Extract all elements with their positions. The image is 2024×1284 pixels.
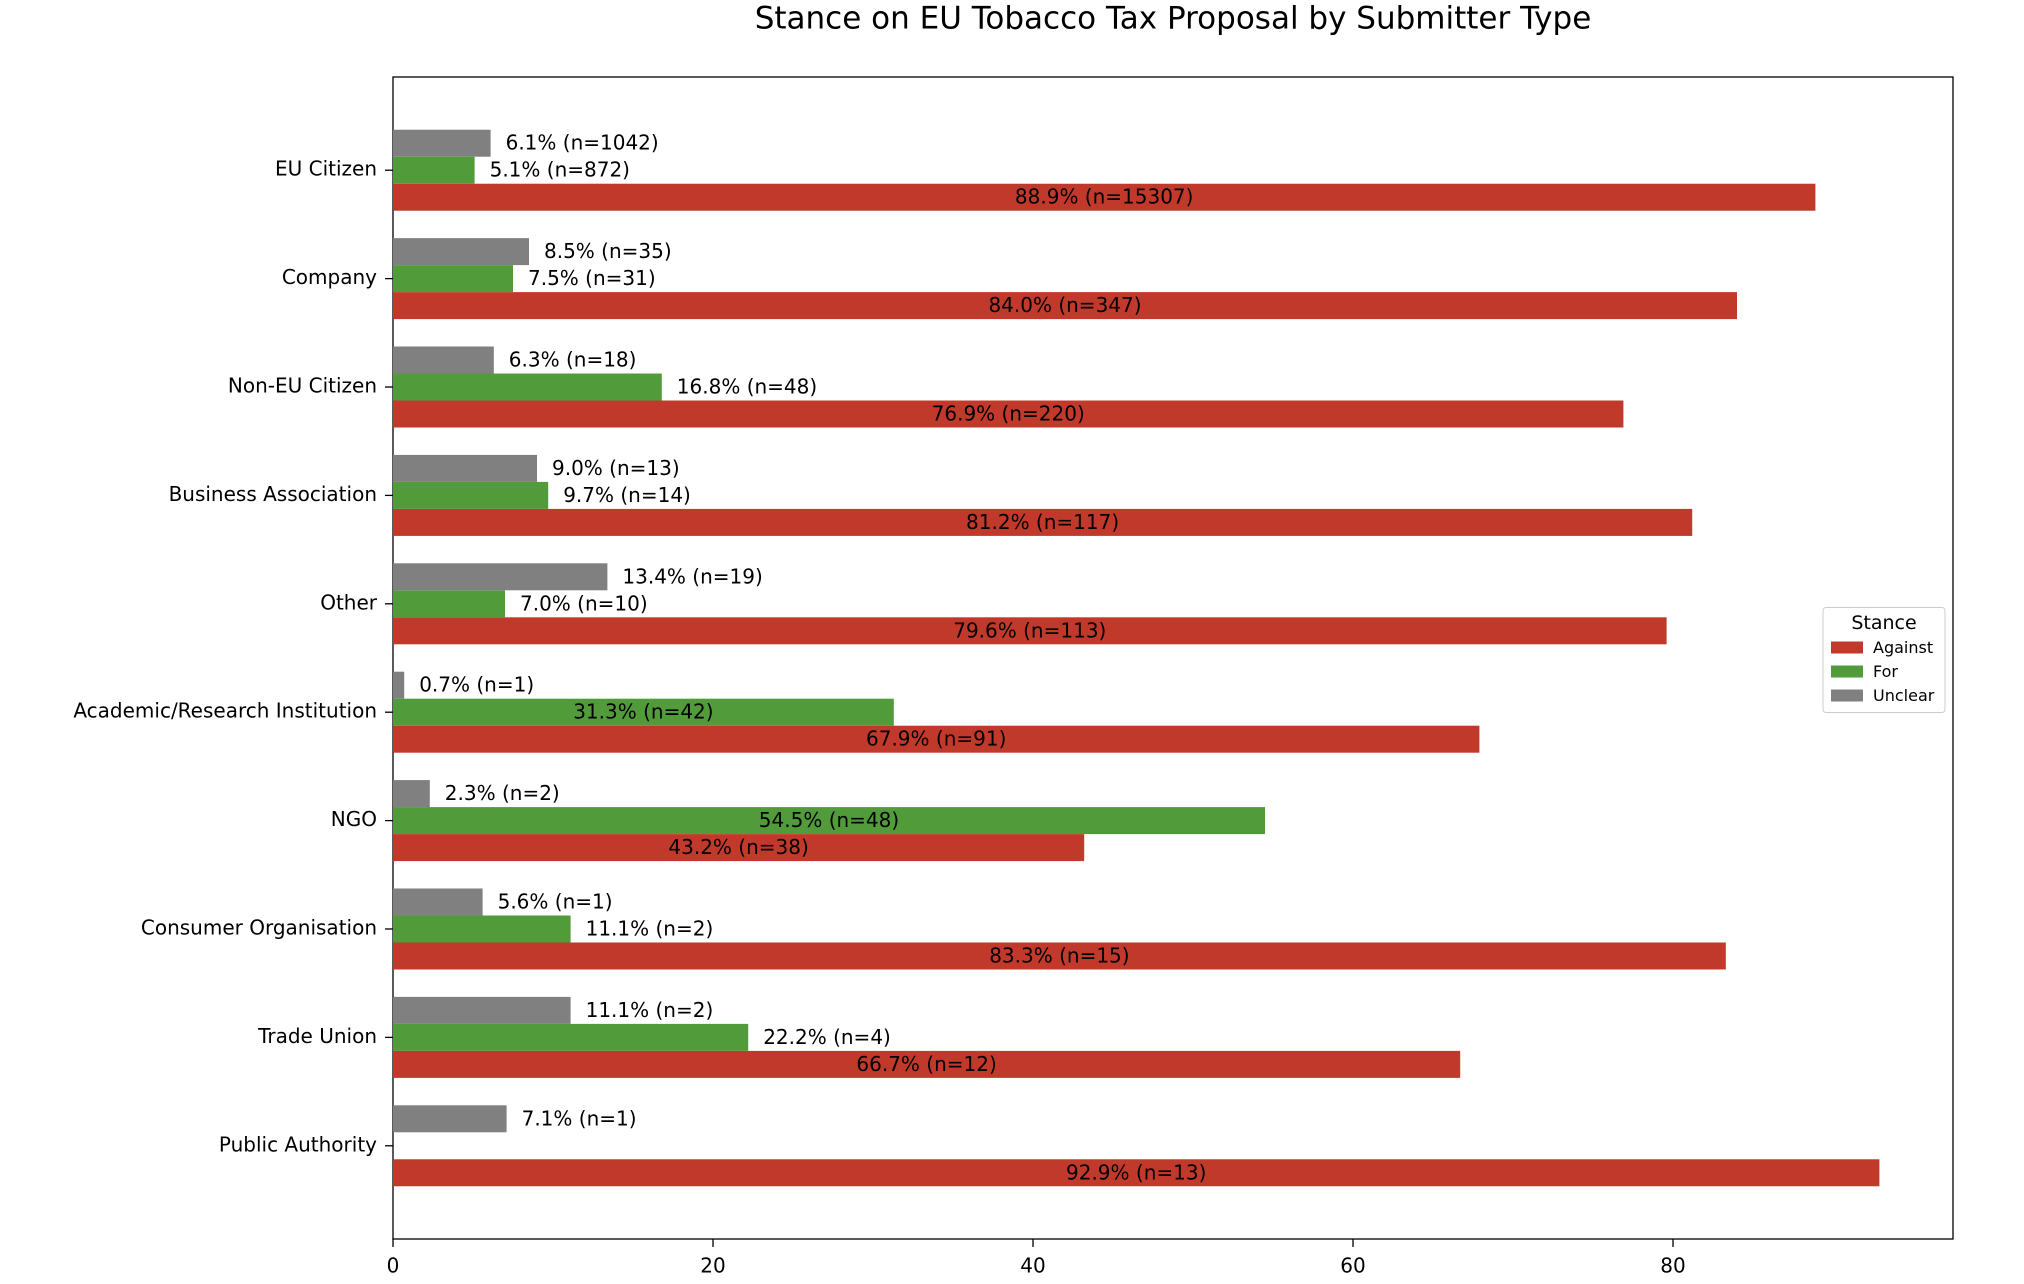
value-label: 16.8% (n=48) <box>677 375 817 399</box>
x-tick-label: 80 <box>1660 1254 1685 1278</box>
y-tick-label: Trade Union <box>257 1024 377 1048</box>
y-tick-label: Public Authority <box>219 1132 377 1156</box>
bar <box>393 481 549 509</box>
y-tick-label: Non-EU Citizen <box>228 374 377 398</box>
y-tick-label: Consumer Organisation <box>141 915 377 939</box>
bar <box>393 996 571 1024</box>
legend-title: Stance <box>1851 612 1916 634</box>
bar <box>393 942 1726 970</box>
value-label: 92.9% (n=13) <box>1066 1160 1206 1184</box>
bar <box>393 1105 507 1133</box>
x-tick-label: 40 <box>1020 1254 1045 1278</box>
value-label: 0.7% (n=1) <box>419 673 534 697</box>
value-label: 83.3% (n=15) <box>989 943 1129 967</box>
bar <box>393 156 475 184</box>
value-label: 7.5% (n=31) <box>528 266 656 290</box>
legend: Stance Against For Unclear <box>1822 607 1946 713</box>
y-tick-label: EU Citizen <box>275 157 377 181</box>
bar <box>393 617 1667 645</box>
y-tick-label: NGO <box>331 807 377 831</box>
bar <box>393 1050 1461 1078</box>
value-label: 11.1% (n=2) <box>586 998 714 1022</box>
bar <box>393 373 662 401</box>
bar <box>393 238 529 266</box>
bar <box>393 807 1265 835</box>
bar <box>393 129 491 157</box>
bar <box>393 1023 749 1051</box>
bar <box>393 454 537 482</box>
bar <box>393 725 1480 753</box>
value-label: 76.9% (n=220) <box>932 402 1085 426</box>
value-label: 6.1% (n=1042) <box>506 131 659 155</box>
bar <box>393 590 505 618</box>
value-label: 31.3% (n=42) <box>573 700 713 724</box>
x-tick-label: 60 <box>1340 1254 1365 1278</box>
bar <box>393 292 1737 320</box>
value-label: 43.2% (n=38) <box>668 835 808 859</box>
value-label: 67.9% (n=91) <box>866 727 1006 751</box>
bar <box>393 265 513 293</box>
value-label: 8.5% (n=35) <box>544 239 672 263</box>
bar <box>393 671 405 699</box>
bar <box>393 888 483 916</box>
bar <box>393 183 1816 211</box>
x-tick-label: 20 <box>700 1254 725 1278</box>
value-label: 54.5% (n=48) <box>759 808 899 832</box>
bar <box>393 698 894 726</box>
value-label: 88.9% (n=15307) <box>1015 185 1194 209</box>
value-label: 9.0% (n=13) <box>552 456 680 480</box>
value-label: 81.2% (n=117) <box>966 510 1119 534</box>
bar <box>393 780 430 808</box>
value-label: 22.2% (n=4) <box>763 1025 891 1049</box>
y-tick-label: Other <box>320 590 378 614</box>
legend-swatch <box>1831 665 1863 678</box>
legend-label: Unclear <box>1873 686 1935 705</box>
bar <box>393 1159 1880 1187</box>
x-tick-label: 0 <box>387 1254 400 1278</box>
bar <box>393 915 571 943</box>
legend-box <box>1822 607 1946 713</box>
plot-frame <box>392 76 1954 1240</box>
value-label: 6.3% (n=18) <box>509 348 637 372</box>
legend-swatch <box>1831 689 1863 702</box>
bar <box>393 346 494 374</box>
value-label: 7.1% (n=1) <box>522 1106 637 1130</box>
value-label: 5.6% (n=1) <box>498 889 613 913</box>
value-label: 5.1% (n=872) <box>490 158 630 182</box>
legend-label: For <box>1873 662 1898 681</box>
value-label: 84.0% (n=347) <box>988 293 1141 317</box>
bar <box>393 834 1085 862</box>
value-label: 13.4% (n=19) <box>622 564 762 588</box>
legend-label: Against <box>1873 638 1933 657</box>
value-label: 2.3% (n=2) <box>445 781 560 805</box>
value-label: 79.6% (n=113) <box>953 618 1106 642</box>
bar <box>393 563 608 591</box>
value-label: 7.0% (n=10) <box>520 591 648 615</box>
value-label: 9.7% (n=14) <box>563 483 691 507</box>
y-tick-label: Academic/Research Institution <box>73 699 377 723</box>
legend-swatch <box>1831 641 1863 654</box>
chart-title: Stance on EU Tobacco Tax Proposal by Sub… <box>755 1 1592 37</box>
bar <box>393 508 1693 536</box>
value-label: 11.1% (n=2) <box>586 916 714 940</box>
bar <box>393 400 1624 428</box>
y-tick-label: Business Association <box>169 482 377 506</box>
value-label: 66.7% (n=12) <box>856 1052 996 1076</box>
y-tick-label: Company <box>282 265 377 289</box>
